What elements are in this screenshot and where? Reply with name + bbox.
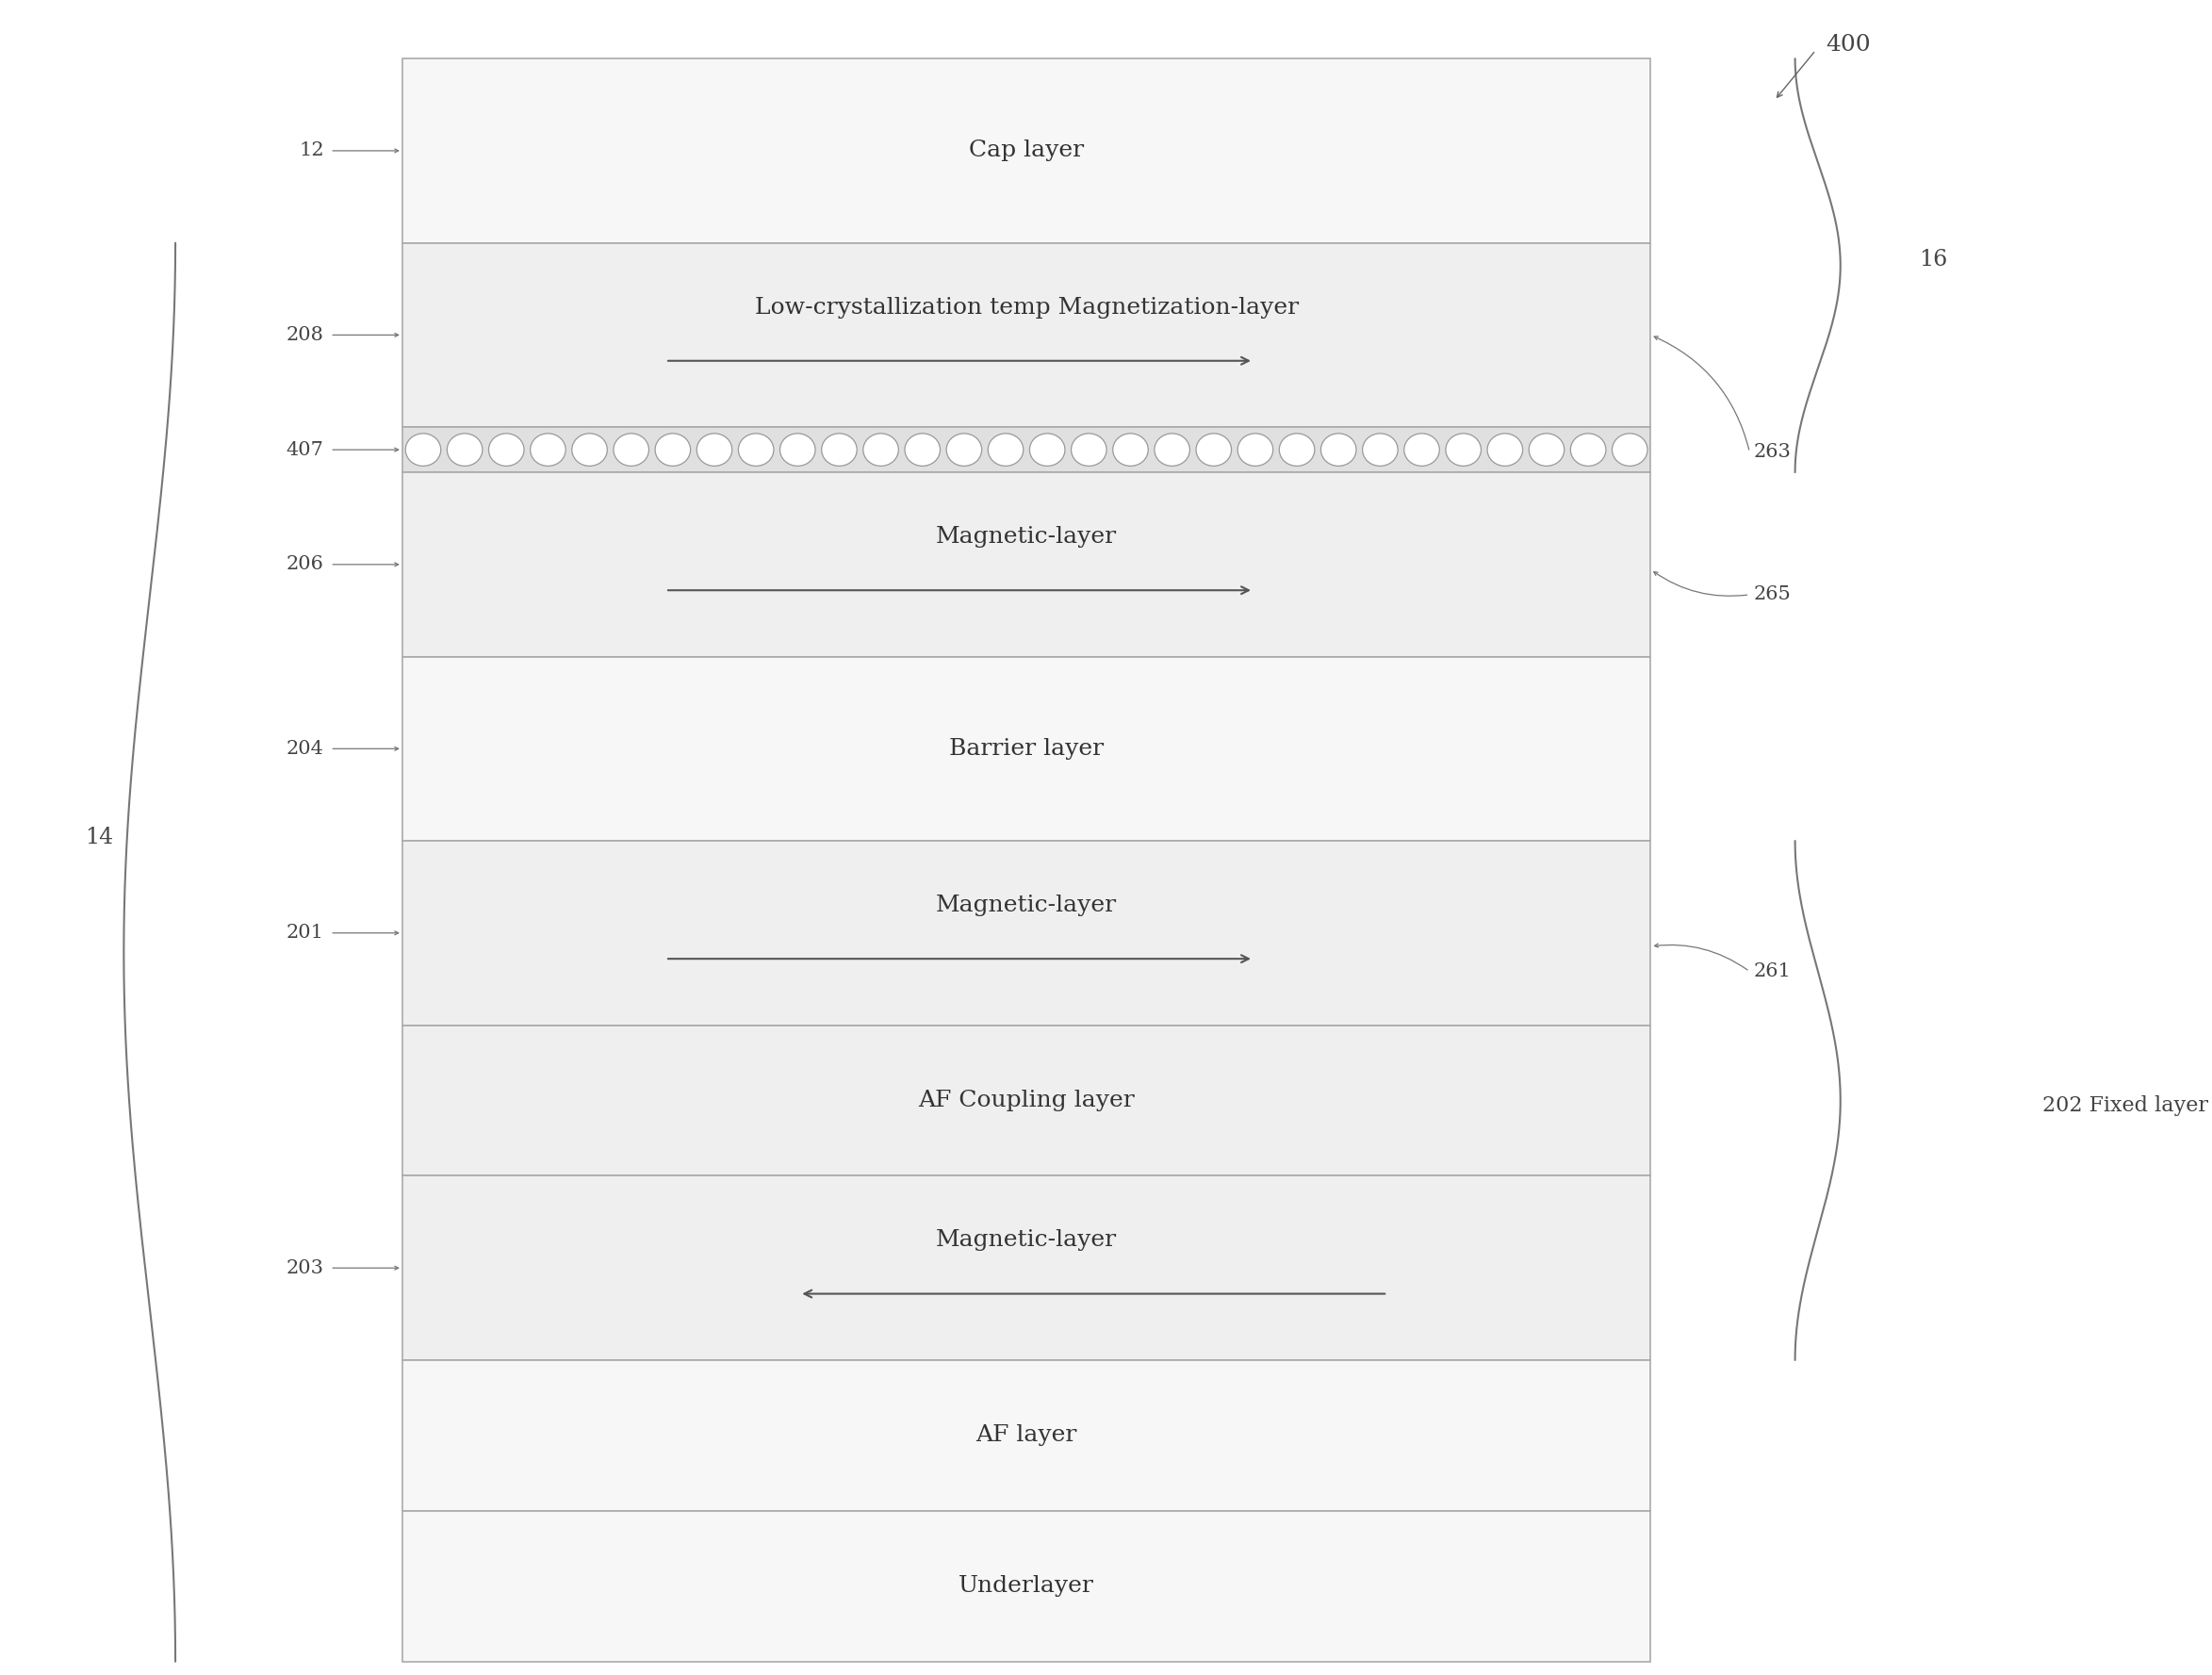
Bar xyxy=(403,1025,1650,1176)
Text: Barrier layer: Barrier layer xyxy=(949,739,1104,759)
Text: 201: 201 xyxy=(285,925,323,941)
Text: Underlayer: Underlayer xyxy=(958,1576,1095,1596)
Text: 208: 208 xyxy=(285,327,323,343)
Ellipse shape xyxy=(905,434,940,466)
Ellipse shape xyxy=(697,434,732,466)
Ellipse shape xyxy=(1405,434,1440,466)
Ellipse shape xyxy=(613,434,648,466)
Bar xyxy=(403,59,1650,243)
Text: 204: 204 xyxy=(285,740,323,757)
Bar xyxy=(403,657,1650,841)
Ellipse shape xyxy=(655,434,690,466)
Text: Magnetic-layer: Magnetic-layer xyxy=(936,894,1117,916)
Text: 202 Fixed layer: 202 Fixed layer xyxy=(2042,1095,2208,1116)
Ellipse shape xyxy=(1071,434,1106,466)
Text: 265: 265 xyxy=(1754,586,1792,603)
Text: Magnetic-layer: Magnetic-layer xyxy=(936,1229,1117,1251)
Ellipse shape xyxy=(1239,434,1274,466)
Ellipse shape xyxy=(1447,434,1482,466)
Bar xyxy=(403,427,1650,472)
Text: Cap layer: Cap layer xyxy=(969,141,1084,161)
Text: 400: 400 xyxy=(1825,34,1871,55)
Text: AF layer: AF layer xyxy=(975,1425,1077,1446)
Bar xyxy=(403,1511,1650,1662)
Ellipse shape xyxy=(821,434,856,466)
Ellipse shape xyxy=(989,434,1024,466)
Ellipse shape xyxy=(1197,434,1232,466)
Text: Magnetic-layer: Magnetic-layer xyxy=(936,526,1117,548)
Text: AF Coupling layer: AF Coupling layer xyxy=(918,1090,1135,1111)
Bar xyxy=(403,472,1650,657)
Ellipse shape xyxy=(947,434,982,466)
Ellipse shape xyxy=(1113,434,1148,466)
Ellipse shape xyxy=(1528,434,1564,466)
Text: 407: 407 xyxy=(285,441,323,459)
Bar xyxy=(403,841,1650,1025)
Text: 16: 16 xyxy=(1918,250,1947,270)
Ellipse shape xyxy=(1363,434,1398,466)
Bar xyxy=(403,1360,1650,1511)
Ellipse shape xyxy=(781,434,816,466)
Ellipse shape xyxy=(489,434,524,466)
Ellipse shape xyxy=(405,434,440,466)
Text: 206: 206 xyxy=(285,556,323,573)
Text: Low-crystallization temp Magnetization-layer: Low-crystallization temp Magnetization-l… xyxy=(754,296,1298,318)
Bar xyxy=(403,1176,1650,1360)
Ellipse shape xyxy=(1029,434,1064,466)
Text: 263: 263 xyxy=(1754,444,1792,461)
Ellipse shape xyxy=(573,434,608,466)
Bar xyxy=(403,243,1650,427)
Text: 12: 12 xyxy=(299,142,323,159)
Ellipse shape xyxy=(1321,434,1356,466)
Ellipse shape xyxy=(531,434,566,466)
Ellipse shape xyxy=(1571,434,1606,466)
Ellipse shape xyxy=(1155,434,1190,466)
Ellipse shape xyxy=(739,434,774,466)
Ellipse shape xyxy=(447,434,482,466)
Text: 203: 203 xyxy=(285,1260,323,1276)
Ellipse shape xyxy=(863,434,898,466)
Ellipse shape xyxy=(1279,434,1314,466)
Ellipse shape xyxy=(1486,434,1522,466)
Ellipse shape xyxy=(1613,434,1648,466)
Text: 261: 261 xyxy=(1754,963,1792,980)
Text: 14: 14 xyxy=(84,827,113,848)
